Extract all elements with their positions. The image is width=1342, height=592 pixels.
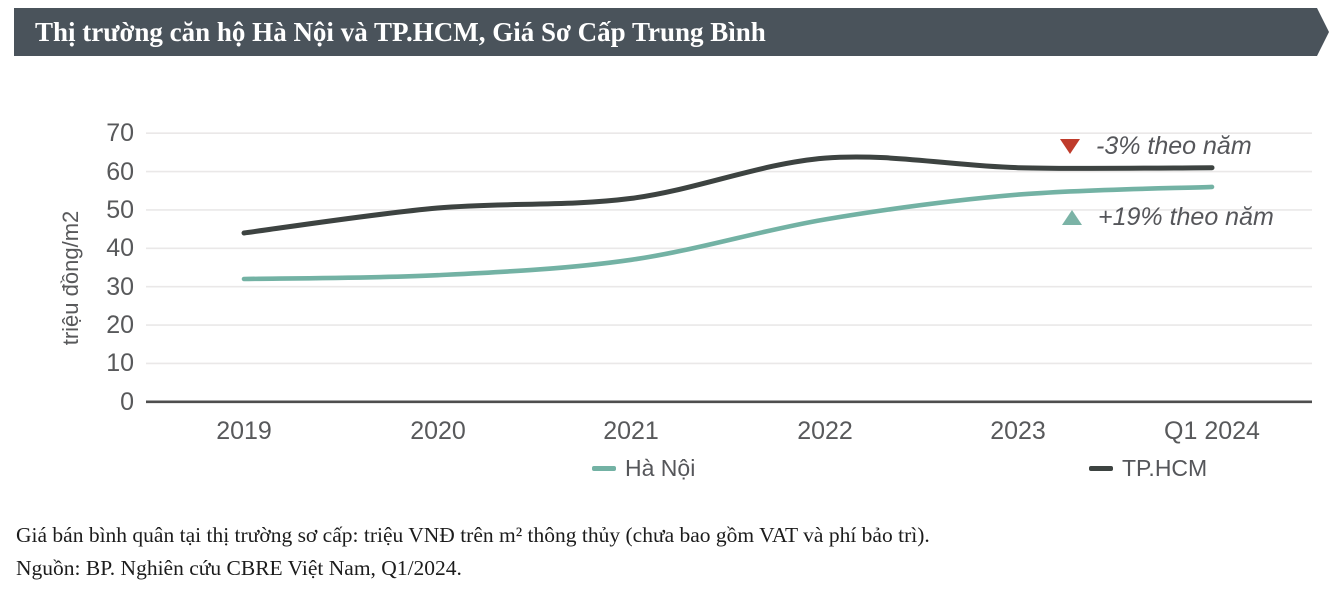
- x-tick-label: Q1 2024: [1164, 417, 1260, 445]
- data-lines: [241, 154, 1215, 282]
- line-TP.HCM: [241, 154, 1215, 236]
- legend-item-tphcm: TP.HCM: [1089, 455, 1207, 481]
- header-banner: Thị trường căn hộ Hà Nội và TP.HCM, Giá …: [14, 8, 1329, 56]
- y-tick-label: 0: [120, 388, 134, 416]
- x-tick-label: 2019: [216, 417, 272, 445]
- up-triangle-icon: [1062, 210, 1082, 225]
- y-tick-label: 70: [106, 119, 134, 147]
- y-tick-label: 60: [106, 158, 134, 186]
- y-tick-label: 40: [106, 234, 134, 262]
- annotation-tphcm-yoy: -3% theo năm: [1060, 132, 1252, 161]
- x-tick-label: 2021: [603, 417, 659, 445]
- x-tick-label: 2020: [410, 417, 466, 445]
- x-tick-label: 2023: [990, 417, 1046, 445]
- y-axis-title: triệu đồng/m2: [58, 210, 83, 346]
- line-Hà Nội: [241, 184, 1215, 282]
- footer-source: Nguồn: BP. Nghiên cứu CBRE Việt Nam, Q1/…: [16, 556, 462, 580]
- legend-item-hanoi: Hà Nội: [592, 455, 695, 481]
- tphcm-line-swatch-icon: [1089, 465, 1113, 471]
- legend-label: Hà Nội: [625, 454, 696, 481]
- hanoi-line-swatch-icon: [592, 465, 616, 471]
- legend-label: TP.HCM: [1122, 454, 1208, 481]
- gridlines: [146, 132, 1312, 365]
- annotation-label: +19% theo năm: [1098, 203, 1274, 231]
- y-tick-label: 50: [106, 196, 134, 224]
- x-tick-label: 2022: [797, 417, 853, 445]
- footer-note: Giá bán bình quân tại thị trường sơ cấp:…: [16, 523, 930, 547]
- page-title: Thị trường căn hộ Hà Nội và TP.HCM, Giá …: [35, 16, 766, 47]
- annotation-hanoi-yoy: +19% theo năm: [1062, 203, 1274, 232]
- y-tick-label: 20: [106, 311, 134, 339]
- down-triangle-icon: [1060, 139, 1080, 154]
- annotation-label: -3% theo năm: [1096, 132, 1252, 160]
- y-tick-label: 30: [106, 273, 134, 301]
- y-tick-label: 10: [106, 349, 134, 377]
